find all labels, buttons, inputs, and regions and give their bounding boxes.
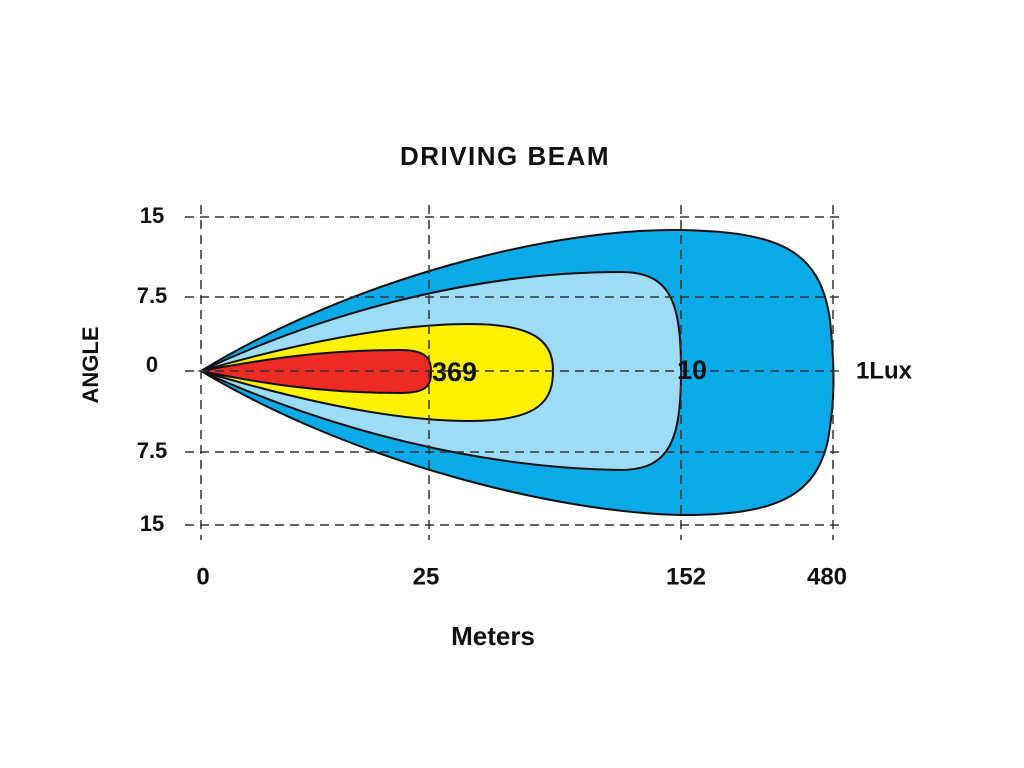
y-label: 7.5 (137, 438, 168, 463)
zone-label: 369 (432, 357, 477, 387)
y-axis-title: ANGLE (78, 327, 103, 404)
zone-label: 1Lux (856, 357, 913, 384)
title: DRIVING BEAM (400, 141, 610, 171)
grid (185, 205, 845, 540)
y-label: 0 (146, 352, 158, 377)
x-label: 25 (413, 563, 440, 590)
zone-label: 10 (677, 355, 707, 385)
y-label: 15 (140, 511, 164, 536)
y-label: 15 (140, 203, 164, 228)
y-label: 7.5 (137, 283, 168, 308)
x-label: 152 (666, 563, 706, 590)
x-axis-title: Meters (451, 621, 535, 651)
x-label: 0 (196, 563, 209, 590)
x-label: 480 (807, 563, 847, 590)
